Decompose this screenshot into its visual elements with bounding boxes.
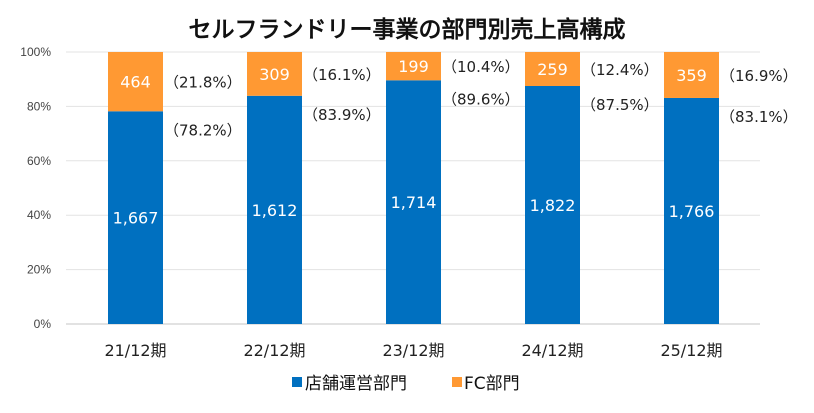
bar-value-label-fc: 199 bbox=[398, 57, 429, 76]
share-label-fc: （16.1%） bbox=[303, 66, 381, 84]
x-tick-label: 21/12期 bbox=[104, 341, 166, 360]
x-tick-label: 23/12期 bbox=[382, 341, 444, 360]
bar-fc bbox=[247, 52, 302, 96]
y-tick-label: 40% bbox=[27, 208, 51, 222]
x-axis: 21/12期 22/12期 23/12期 24/12期 25/12期 bbox=[104, 341, 722, 360]
y-tick-label: 80% bbox=[27, 99, 51, 113]
data-labels: 1,667 464 （21.8%） （78.2%） 1,612 309 （16.1%） （83… bbox=[113, 57, 798, 228]
bar-value-label-fc: 309 bbox=[259, 65, 290, 84]
share-label-fc: （16.9%） bbox=[720, 67, 798, 85]
share-label-store: （83.1%） bbox=[720, 108, 798, 126]
y-tick-label: 0% bbox=[34, 317, 52, 331]
y-tick-label: 100% bbox=[20, 45, 51, 59]
legend-label-fc: FC部門 bbox=[464, 374, 520, 394]
x-tick-label: 22/12期 bbox=[243, 341, 305, 360]
bar-fc bbox=[525, 52, 580, 86]
bar-store-operations bbox=[108, 111, 163, 325]
share-label-fc: （12.4%） bbox=[581, 61, 659, 79]
bar-value-label-store: 1,822 bbox=[530, 196, 576, 215]
bar-value-label-store: 1,612 bbox=[252, 201, 298, 220]
bar-fc bbox=[664, 52, 719, 98]
share-label-store: （83.9%） bbox=[303, 106, 381, 124]
bar-fc bbox=[108, 52, 163, 112]
bar-fc bbox=[386, 52, 441, 81]
bar-value-label-store: 1,667 bbox=[113, 209, 159, 228]
x-tick-label: 24/12期 bbox=[521, 341, 583, 360]
bar-store-operations bbox=[664, 97, 719, 324]
x-tick-label: 25/12期 bbox=[660, 341, 722, 360]
bars bbox=[108, 52, 719, 325]
bar-value-label-store: 1,714 bbox=[391, 193, 437, 212]
share-label-fc: （21.8%） bbox=[164, 74, 242, 92]
bar-value-label-fc: 259 bbox=[537, 60, 568, 79]
legend-swatch-store bbox=[292, 377, 302, 387]
legend: 店舗運営部門 FC部門 bbox=[292, 374, 520, 394]
bar-store-operations bbox=[247, 95, 302, 325]
share-label-fc: （10.4%） bbox=[442, 58, 520, 76]
share-label-store: （78.2%） bbox=[164, 121, 242, 139]
chart-title: セルフランドリー事業の部門別売上高構成 bbox=[188, 17, 626, 43]
share-label-store: （89.6%） bbox=[442, 90, 520, 108]
bar-value-label-fc: 464 bbox=[120, 73, 151, 92]
y-tick-label: 20% bbox=[27, 263, 51, 277]
bar-value-label-store: 1,766 bbox=[669, 202, 715, 221]
bar-value-label-fc: 359 bbox=[676, 66, 707, 85]
legend-swatch-fc bbox=[452, 377, 462, 387]
y-axis: 0% 20% 40% 60% 80% 100% bbox=[20, 45, 51, 331]
bar-store-operations bbox=[525, 86, 580, 324]
bar-store-operations bbox=[386, 80, 441, 325]
legend-label-store: 店舗運営部門 bbox=[305, 374, 407, 394]
y-tick-label: 60% bbox=[27, 154, 51, 168]
share-label-store: （87.5%） bbox=[581, 96, 659, 114]
